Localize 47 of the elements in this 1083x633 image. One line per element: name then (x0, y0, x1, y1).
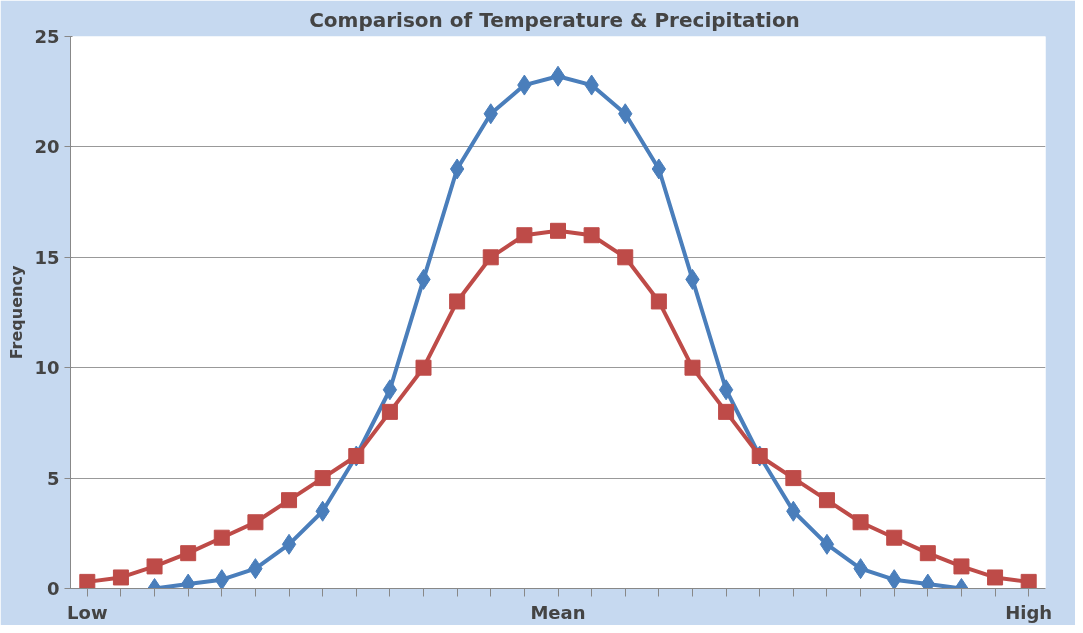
point (449, 293, 466, 310)
point (718, 379, 734, 401)
x-tick-label: Low (67, 601, 108, 623)
point (583, 227, 600, 244)
point (415, 359, 432, 376)
point (819, 533, 835, 555)
point (516, 227, 533, 244)
point (281, 492, 298, 509)
point (213, 529, 230, 546)
point (146, 558, 163, 575)
point (214, 569, 229, 589)
point (617, 249, 634, 266)
point (281, 533, 297, 555)
point (314, 470, 331, 487)
point (785, 470, 802, 487)
point (79, 573, 96, 589)
point (987, 569, 1004, 586)
point (1020, 573, 1037, 589)
point (651, 158, 667, 180)
x-tick-label: High (1005, 601, 1053, 623)
y-axis-title: Frequency (7, 265, 27, 360)
point (550, 65, 566, 87)
point (382, 379, 398, 401)
point (449, 158, 465, 180)
y-tick-label: 5 (46, 467, 60, 489)
point (886, 529, 903, 546)
y-tick-label: 15 (34, 246, 60, 268)
point (818, 492, 835, 509)
point (718, 403, 735, 420)
y-tick-label: 10 (34, 357, 60, 379)
point (919, 545, 936, 562)
point (650, 293, 667, 310)
point (112, 569, 129, 586)
point (887, 569, 902, 589)
point (247, 514, 264, 531)
point (953, 558, 970, 575)
y-tick-label: 25 (34, 26, 60, 47)
point (550, 222, 566, 239)
chart-title: Comparison of Temperature & Precipitation (309, 7, 800, 32)
point (381, 403, 398, 420)
point (180, 545, 197, 562)
y-tick-label: 20 (34, 136, 60, 158)
y-tick-label: 0 (46, 578, 60, 599)
point (482, 249, 499, 266)
point (852, 514, 869, 531)
point (684, 359, 701, 376)
x-tick-label: Mean (530, 601, 586, 623)
